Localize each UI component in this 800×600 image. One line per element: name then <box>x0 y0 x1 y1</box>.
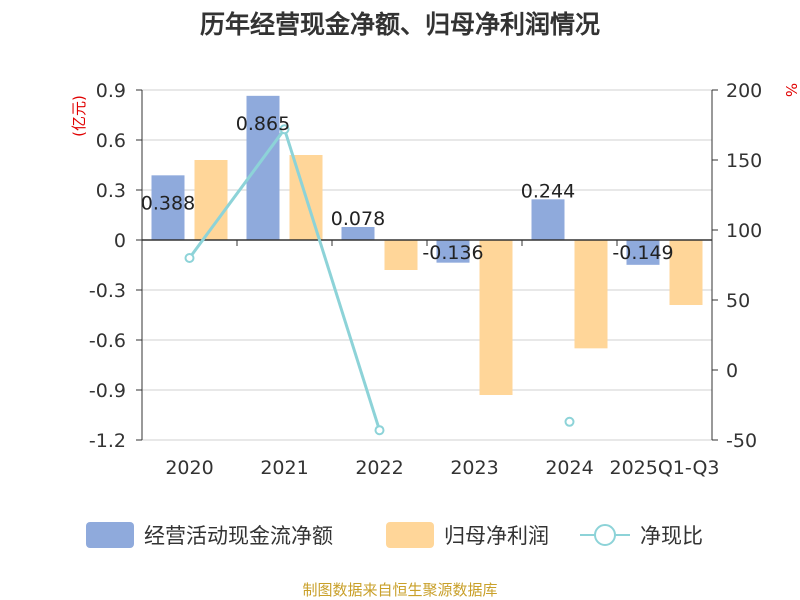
right-axis-unit: % <box>782 83 800 97</box>
legend-label: 净现比 <box>640 524 703 548</box>
x-tick-label: 2020 <box>165 457 213 479</box>
net-profit-bar <box>574 240 608 349</box>
data-labels: 0.388 0.865 0.078 -0.136 0.244 -0.149 <box>141 113 674 264</box>
cashflow-bar <box>341 227 375 240</box>
right-tick-label: 200 <box>726 80 762 102</box>
net-profit-bar <box>384 240 418 270</box>
ratio-point <box>374 425 385 436</box>
left-tick-label: -0.3 <box>89 280 126 302</box>
cashflow-bar <box>626 240 660 265</box>
grid <box>142 89 712 441</box>
cashflow-data-label: 0.388 <box>141 192 195 214</box>
axes: 0.9 0.6 0.3 0 -0.3 -0.6 -0.9 -1.2 200 150 100 50 0 -5… <box>70 80 800 479</box>
right-tick-label: -50 <box>726 430 757 452</box>
cashflow-data-label: -0.149 <box>612 242 673 264</box>
cashflow-data-label: 0.244 <box>521 180 575 202</box>
left-axis-unit: (亿元) <box>70 95 88 137</box>
source-note: 制图数据来自恒生聚源数据库 <box>302 581 497 599</box>
chart-title: 历年经营现金净额、归母净利润情况 <box>200 10 600 39</box>
cashflow-bar <box>436 240 470 263</box>
right-tick-label: 0 <box>726 360 738 382</box>
right-tick-label: 100 <box>726 220 762 242</box>
cashflow-data-label: 0.865 <box>236 113 290 135</box>
left-tick-label: 0.3 <box>96 180 126 202</box>
ratio-point <box>279 124 290 135</box>
x-tick-label: 2021 <box>260 457 308 479</box>
x-tick-label: 2022 <box>355 457 403 479</box>
cashflow-data-label: 0.078 <box>331 208 385 230</box>
ratio-line <box>184 124 575 436</box>
left-tick-label: 0.9 <box>96 80 126 102</box>
net-profit-bar <box>669 240 703 305</box>
right-tick-label: 150 <box>726 150 762 172</box>
bars <box>151 95 703 395</box>
left-tick-label: -0.9 <box>89 380 126 402</box>
left-tick-label: -1.2 <box>89 430 126 452</box>
ratio-line-segment <box>188 128 286 259</box>
legend-net-profit-swatch <box>386 522 434 548</box>
right-tick-label: 50 <box>726 290 750 312</box>
left-tick-label: 0.6 <box>96 130 126 152</box>
ratio-point <box>564 416 575 427</box>
ratio-point <box>184 253 195 263</box>
left-tick-label: -0.6 <box>89 330 126 352</box>
left-tick-label: 0 <box>114 230 126 252</box>
cashflow-bar <box>531 199 565 240</box>
ratio-line-segment <box>283 128 381 431</box>
cashflow-data-label: -0.136 <box>422 242 483 264</box>
legend[interactable]: 经营活动现金流净额 归母净利润 净现比 <box>86 522 703 548</box>
cashflow-bar <box>246 95 280 240</box>
legend-ratio-marker <box>594 524 616 546</box>
cashflow-bar <box>151 175 185 240</box>
x-tick-label: 2023 <box>450 457 498 479</box>
x-tick-label: 2025Q1-Q3 <box>610 457 720 479</box>
legend-cashflow-swatch <box>86 522 134 548</box>
net-profit-bar <box>479 240 513 395</box>
legend-label: 经营活动现金流净额 <box>144 524 333 548</box>
x-tick-label: 2024 <box>545 457 593 479</box>
legend-label: 归母净利润 <box>444 524 549 548</box>
zero-axis <box>141 239 713 246</box>
